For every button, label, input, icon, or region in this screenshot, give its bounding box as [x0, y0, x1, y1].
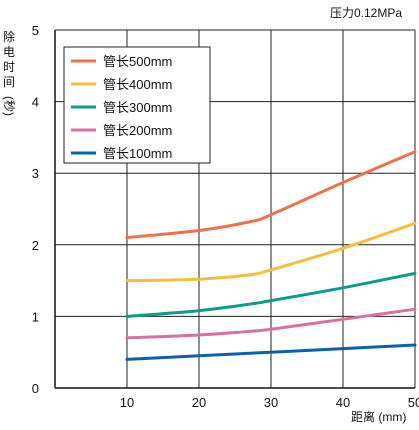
series-line [125, 271, 417, 318]
y-axis-label-char: 时 [3, 60, 15, 74]
legend-label: 管长200mm [103, 123, 172, 138]
series-line [125, 150, 417, 240]
y-axis-label-char: 间 [3, 75, 15, 89]
pressure-annotation: 压力0.12MPa [330, 6, 402, 20]
y-axis-label-char: 电 [3, 45, 15, 59]
x-tick-label: 40 [336, 395, 350, 410]
x-tick-label: 20 [192, 395, 206, 410]
y-tick-label: 4 [32, 95, 39, 110]
legend-label: 管长500mm [103, 54, 172, 69]
series-line [125, 343, 417, 361]
y-tick-label: 1 [32, 309, 39, 324]
y-axis-label: 除 电 时 间 (秒) [2, 29, 16, 116]
x-tick-label: 10 [120, 395, 134, 410]
series-layer [125, 150, 417, 361]
y-tick-label: 5 [32, 23, 39, 38]
legend: 管长500mm 管长400mm 管长300mm 管长200mm 管长100mm [63, 46, 211, 164]
x-tick-label: 30 [264, 395, 278, 410]
x-axis-label: 距离 (mm) [351, 409, 406, 424]
y-axis-label-unit: (秒) [2, 96, 16, 116]
y-tick-label: 0 [32, 381, 39, 396]
legend-box [63, 46, 211, 164]
y-tick-label: 3 [32, 166, 39, 181]
tick-labels: 10 20 30 40 50 0 1 2 3 4 5 [32, 23, 419, 410]
x-tick-label: 50 [408, 395, 419, 410]
series-line [125, 221, 417, 283]
series-line [125, 307, 417, 340]
legend-label: 管长100mm [103, 146, 172, 161]
axes [54, 30, 415, 389]
legend-label: 管长400mm [103, 77, 172, 92]
y-tick-label: 2 [32, 238, 39, 253]
y-axis-label-char: 除 [3, 29, 15, 44]
legend-label: 管长300mm [103, 100, 172, 115]
